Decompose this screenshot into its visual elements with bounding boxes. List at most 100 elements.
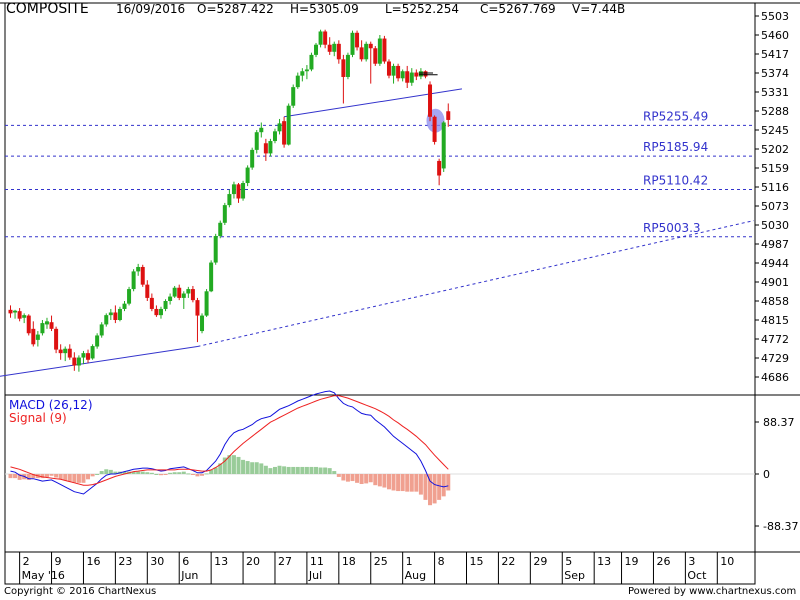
month-label: May '16 — [22, 569, 65, 582]
price-tick-label: 4987 — [761, 238, 789, 251]
candle-body — [40, 323, 45, 334]
price-tick-label: 5374 — [761, 67, 789, 80]
histogram-bar — [373, 474, 378, 486]
histogram-bar — [272, 466, 277, 474]
powered-by-text: Powered by www.chartnexus.com — [628, 586, 797, 597]
macd-legend: MACD (26,12) — [9, 398, 93, 412]
x-tick-label: 30 — [150, 555, 164, 568]
candle-body — [67, 348, 72, 358]
candle-body — [272, 131, 277, 142]
x-tick-label: 11 — [310, 555, 324, 568]
histogram-bar — [222, 457, 227, 474]
histogram-bar — [364, 474, 369, 484]
candle-body — [277, 123, 282, 132]
histogram-bar — [409, 474, 414, 492]
candle-body — [158, 308, 163, 316]
histogram-bar — [336, 474, 341, 477]
histogram-bar — [254, 462, 259, 474]
candle-body — [423, 71, 428, 77]
candle-body — [81, 353, 86, 358]
month-label: Jul — [308, 569, 322, 582]
candle-body — [327, 44, 332, 52]
volume-label: V=7.44B — [572, 2, 626, 16]
histogram-bar — [40, 474, 45, 479]
histogram-bar — [81, 474, 86, 483]
candle-body — [49, 322, 54, 329]
candle-body — [113, 312, 118, 320]
candle-body — [300, 71, 305, 76]
candle-body — [336, 43, 341, 60]
candle-body — [350, 32, 355, 55]
candle-body — [382, 38, 387, 62]
histogram-bar — [186, 473, 191, 475]
histogram-bar — [108, 469, 113, 474]
histogram-bar — [414, 474, 419, 492]
candle-body — [76, 357, 81, 366]
histogram-bar — [49, 474, 54, 476]
histogram-bar — [190, 474, 195, 475]
candle-body — [364, 43, 369, 60]
histogram-bar — [113, 471, 118, 474]
signal-line — [10, 395, 449, 486]
x-tick-label: 19 — [625, 555, 639, 568]
histogram-bar — [277, 465, 282, 474]
price-tick-label: 5331 — [761, 86, 789, 99]
candle-body — [304, 69, 309, 72]
histogram-bar — [405, 474, 410, 492]
candle-body — [227, 194, 232, 206]
histogram-bar — [432, 474, 437, 504]
price-tick-label: 5245 — [761, 124, 789, 137]
candle-body — [405, 71, 410, 83]
candle-body — [250, 149, 255, 168]
price-tick-label: 4772 — [761, 333, 789, 346]
x-tick-label: 27 — [278, 555, 292, 568]
histogram-bar — [400, 474, 405, 492]
candle-body — [26, 315, 31, 334]
candle-body — [282, 121, 287, 145]
date-label: 16/09/2016 — [116, 2, 186, 16]
histogram-bar — [213, 467, 218, 474]
price-tick-label: 5503 — [761, 10, 789, 23]
month-label: Sep — [564, 569, 585, 582]
histogram-bar — [386, 474, 391, 490]
candle-body — [268, 141, 273, 154]
open-label: O=5287.422 — [197, 2, 274, 16]
histogram-bar — [177, 472, 182, 474]
x-tick-label: 29 — [533, 555, 547, 568]
copyright-text: Copyright © 2016 ChartNexus — [4, 586, 157, 597]
support-label: RP5255.49 — [643, 109, 708, 123]
histogram-bar — [63, 474, 68, 481]
x-tick-label: 20 — [246, 555, 260, 568]
candle-body — [58, 349, 63, 354]
month-label: Jun — [180, 569, 198, 582]
x-tick-label: 25 — [374, 555, 388, 568]
price-tick-label: 5288 — [761, 105, 789, 118]
macd-line — [10, 390, 449, 495]
histogram-bar — [263, 465, 268, 474]
candle-body — [140, 266, 145, 285]
candle-body — [368, 43, 373, 49]
histogram-bar — [99, 471, 104, 474]
histogram-bar — [76, 474, 81, 483]
candle-body — [186, 289, 191, 294]
candle-body — [218, 222, 223, 237]
x-tick-label: 2 — [23, 555, 30, 568]
candle-body — [414, 72, 419, 77]
trendline-solid — [284, 88, 463, 118]
candle-body — [90, 346, 95, 359]
x-tick-label: 9 — [55, 555, 62, 568]
candle-body — [437, 160, 442, 176]
x-tick-label: 13 — [597, 555, 611, 568]
price-tick-label: 4686 — [761, 371, 789, 384]
candle-body — [254, 132, 259, 150]
histogram-bar — [54, 474, 59, 478]
histogram-bar — [72, 474, 77, 483]
histogram-bar — [168, 472, 173, 474]
histogram-bar — [350, 474, 355, 482]
histogram-bar — [227, 455, 232, 474]
candle-body — [323, 31, 328, 45]
candle-body — [117, 308, 122, 320]
macd-tick-label: 0 — [763, 468, 770, 481]
candle-body — [432, 116, 437, 142]
candle-body — [332, 43, 337, 52]
